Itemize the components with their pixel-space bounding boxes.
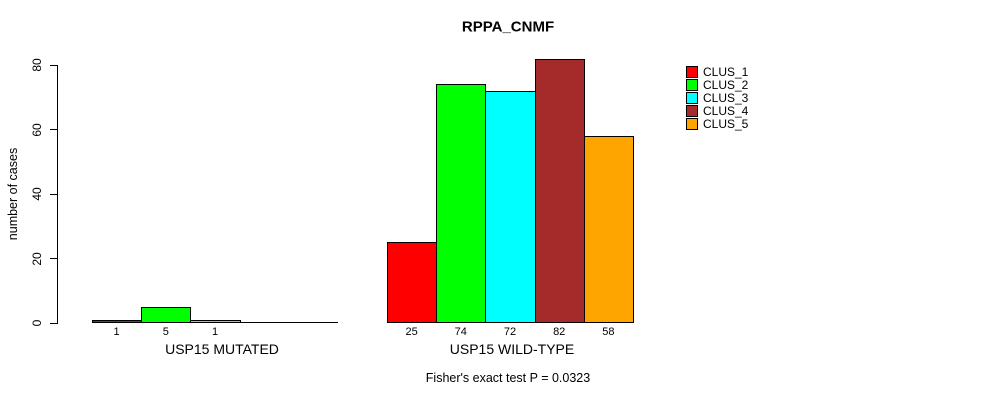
legend-swatch-clus_1: [686, 66, 698, 78]
legend-label: CLUS_1: [703, 65, 749, 79]
y-axis-tick: [50, 258, 57, 259]
y-tick-label: 20: [30, 251, 44, 266]
y-tick-label: 60: [30, 122, 44, 137]
y-tick-label: 80: [30, 58, 44, 72]
bar-clus_2: [141, 306, 192, 323]
y-axis-tick: [50, 64, 57, 66]
bar-value-label: 5: [162, 325, 169, 338]
bar-clus_4: [534, 58, 585, 323]
bar-clus_3: [485, 90, 536, 323]
bar-clus_5: [583, 135, 634, 323]
y-axis-tick: [50, 129, 57, 130]
x-group-label-mutated: USP15 MUTATED: [165, 341, 279, 357]
y-tick-label: 0: [30, 319, 44, 327]
bar-value-label: 82: [553, 325, 566, 338]
bar-clus_1: [387, 242, 438, 323]
legend-label: CLUS_2: [703, 78, 749, 92]
legend-label: CLUS_5: [703, 117, 749, 131]
y-axis-line: [57, 65, 58, 324]
y-axis-label: number of cases: [6, 147, 20, 241]
legend-swatch-clus_4: [686, 105, 698, 117]
legend-label: CLUS_4: [703, 104, 749, 118]
chart-title: RPPA_CNMF: [461, 18, 555, 36]
bar-clus_3: [190, 319, 241, 323]
bar-value-label: 1: [211, 325, 219, 338]
legend-swatch-clus_3: [686, 92, 698, 104]
y-axis-tick: [50, 193, 57, 195]
bar-clus_1: [92, 319, 143, 323]
bar-value-label: 1: [113, 325, 120, 338]
bar-value-label: 74: [454, 325, 467, 338]
x-group-label-wildtype: USP15 WILD-TYPE: [449, 341, 575, 357]
fisher-test-annotation: Fisher's exact test P = 0.0323: [425, 371, 591, 385]
bar-value-label: 25: [405, 325, 418, 338]
bar-value-label: 58: [602, 325, 615, 338]
bar-clus_2: [436, 84, 487, 323]
y-axis-tick: [50, 322, 57, 324]
y-tick-label: 40: [30, 187, 44, 201]
legend-swatch-clus_5: [686, 118, 698, 130]
legend-label: CLUS_3: [703, 91, 749, 105]
bar-value-label: 72: [503, 325, 517, 338]
legend-swatch-clus_2: [686, 79, 698, 91]
